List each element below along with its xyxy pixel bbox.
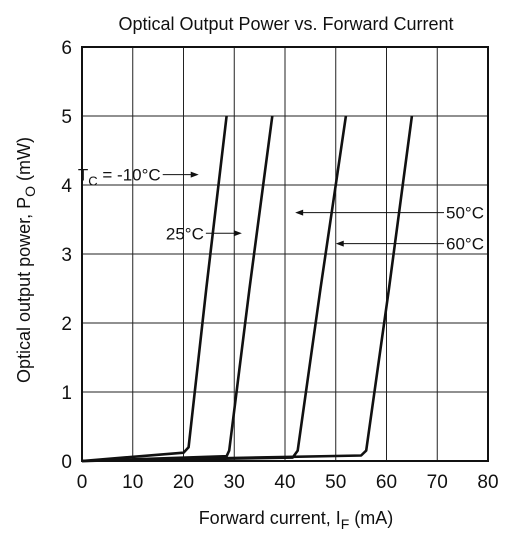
y-tick-label: 2 [61,314,72,335]
y-axis-label-unit: (mW) [14,137,34,186]
x-axis-label-unit: (mA) [349,508,393,528]
series-line-1 [81,115,228,463]
plot-frame [81,46,489,462]
y-tick-label: 5 [61,107,72,128]
annotation-4: 60°C [335,235,484,254]
series-annotations: TC = -10°C 25°C 50°C 60°C [78,166,484,254]
y-tick-label: 1 [61,383,72,404]
series-line-2 [81,115,274,463]
annotation-prefix: T [78,166,88,185]
x-tick-label: 60 [376,472,397,493]
annotation-arrowhead [190,171,199,178]
x-axis-label-main: Forward current, I [199,508,341,528]
annotation-label: 25°C [166,224,204,243]
annotation-prefix-sub: C [88,174,97,189]
x-tick-label: 30 [224,472,245,493]
x-tick-label: 50 [325,472,346,493]
x-tick-label: 40 [274,472,295,493]
x-axis-label-subscript: F [341,516,350,532]
x-tick-label: 80 [477,472,498,493]
annotation-arrowhead [233,230,242,237]
annotation-2: 25°C [166,224,242,243]
y-tick-label: 3 [61,245,72,266]
series-line-4 [81,115,414,463]
y-tick-label: 4 [61,176,72,197]
y-axis-label-subscript: O [22,186,38,197]
series-lines [81,115,414,463]
y-axis-label-main: Optical output power, P [14,197,34,383]
y-tick-label: 6 [61,38,72,59]
annotation-arrowhead [295,209,304,216]
x-axis-label: Forward current, IF (mA) [199,508,394,532]
grid-lines [82,47,488,461]
y-tick-label: 0 [61,452,72,473]
x-tick-labels: 0 10 20 30 40 50 60 70 80 [77,472,499,493]
x-tick-label: 10 [122,472,143,493]
annotation-3: 50°C [295,204,484,223]
annotation-1: TC = -10°C [78,166,199,189]
y-axis-label: Optical output power, PO (mW) [14,137,38,383]
annotation-label: 60°C [446,235,484,254]
annotation-text: = -10°C [98,166,161,185]
y-tick-labels: 0 1 2 3 4 5 6 [61,38,72,473]
annotation-arrowhead [335,240,344,247]
x-tick-label: 70 [427,472,448,493]
chart-title: Optical Output Power vs. Forward Current [118,14,453,34]
annotation-label: TC = -10°C [78,166,161,189]
x-tick-label: 0 [77,472,88,493]
x-tick-label: 20 [173,472,194,493]
annotation-label: 50°C [446,204,484,223]
